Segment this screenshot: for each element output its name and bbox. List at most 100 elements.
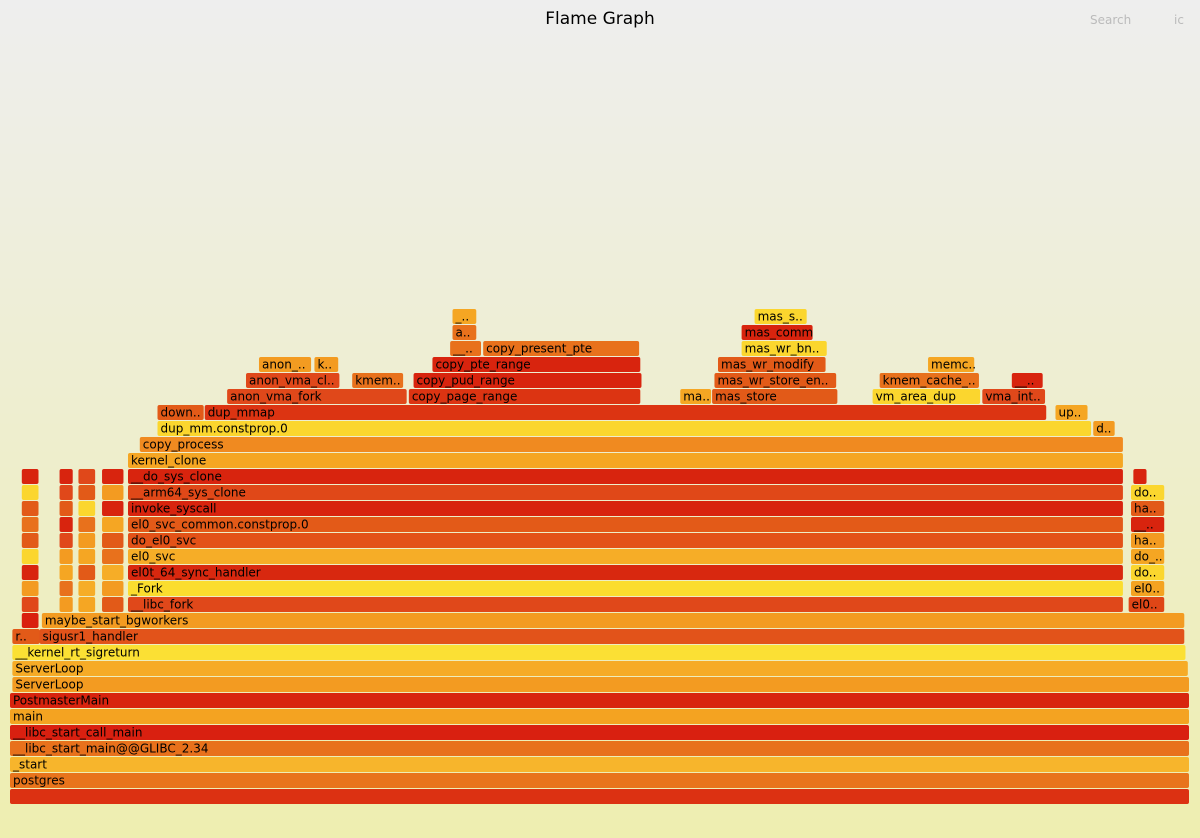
frame[interactable] bbox=[258, 357, 312, 372]
frame[interactable] bbox=[10, 773, 1189, 788]
frame[interactable] bbox=[413, 373, 642, 388]
frame[interactable] bbox=[128, 501, 1123, 516]
frame[interactable] bbox=[10, 693, 1189, 708]
frame[interactable] bbox=[128, 533, 1123, 548]
frame[interactable] bbox=[1131, 517, 1165, 532]
frame[interactable] bbox=[10, 709, 1189, 724]
frame[interactable] bbox=[1131, 501, 1165, 516]
frame[interactable] bbox=[78, 581, 96, 596]
frame[interactable] bbox=[128, 517, 1123, 532]
frame[interactable] bbox=[1055, 405, 1088, 420]
frame[interactable] bbox=[246, 373, 340, 388]
frame[interactable] bbox=[432, 357, 641, 372]
frame[interactable] bbox=[39, 629, 1185, 644]
frame[interactable] bbox=[102, 501, 124, 516]
frame[interactable] bbox=[314, 357, 339, 372]
frame[interactable] bbox=[102, 581, 124, 596]
frame[interactable] bbox=[12, 677, 1190, 692]
frame[interactable] bbox=[102, 597, 124, 612]
frame[interactable] bbox=[10, 725, 1189, 740]
frame[interactable] bbox=[718, 357, 826, 372]
frame[interactable] bbox=[928, 357, 975, 372]
frame[interactable] bbox=[59, 549, 73, 564]
frame[interactable] bbox=[157, 405, 204, 420]
frame[interactable] bbox=[102, 469, 124, 484]
frame[interactable] bbox=[59, 565, 73, 580]
frame[interactable] bbox=[128, 469, 1123, 484]
frame[interactable] bbox=[78, 517, 96, 532]
frame[interactable] bbox=[59, 485, 73, 500]
frame[interactable] bbox=[59, 501, 73, 516]
frame[interactable] bbox=[128, 565, 1123, 580]
frame[interactable] bbox=[1128, 597, 1165, 612]
frame[interactable] bbox=[78, 565, 96, 580]
frame[interactable] bbox=[452, 325, 477, 340]
frame[interactable] bbox=[21, 565, 39, 580]
frame[interactable] bbox=[872, 389, 981, 404]
frame[interactable] bbox=[1131, 549, 1165, 564]
frame[interactable] bbox=[59, 469, 73, 484]
frame[interactable] bbox=[982, 389, 1046, 404]
frame[interactable] bbox=[10, 757, 1189, 772]
frame[interactable] bbox=[741, 325, 813, 340]
frame[interactable] bbox=[408, 389, 641, 404]
frame[interactable] bbox=[139, 437, 1123, 452]
frame[interactable] bbox=[102, 517, 124, 532]
frame[interactable] bbox=[128, 485, 1123, 500]
frame[interactable] bbox=[21, 469, 39, 484]
frame[interactable] bbox=[714, 373, 837, 388]
frame[interactable] bbox=[21, 501, 39, 516]
frame[interactable] bbox=[680, 389, 712, 404]
frame[interactable] bbox=[1131, 485, 1165, 500]
frame[interactable] bbox=[128, 597, 1123, 612]
frame[interactable] bbox=[741, 341, 827, 356]
frame[interactable] bbox=[21, 517, 39, 532]
frame[interactable] bbox=[78, 485, 96, 500]
frame[interactable] bbox=[1133, 469, 1147, 484]
frame[interactable] bbox=[1011, 373, 1043, 388]
frame[interactable] bbox=[128, 453, 1123, 468]
frame[interactable] bbox=[10, 789, 1189, 804]
frame[interactable] bbox=[204, 405, 1047, 420]
frame[interactable] bbox=[78, 597, 96, 612]
frame[interactable] bbox=[450, 341, 481, 356]
frame[interactable] bbox=[21, 613, 39, 628]
frame[interactable] bbox=[227, 389, 407, 404]
frame[interactable] bbox=[1093, 421, 1115, 436]
frame[interactable] bbox=[1131, 533, 1165, 548]
frame[interactable] bbox=[452, 309, 477, 324]
frame[interactable] bbox=[102, 549, 124, 564]
frame[interactable] bbox=[10, 741, 1189, 756]
frame[interactable] bbox=[78, 533, 96, 548]
frame[interactable] bbox=[102, 565, 124, 580]
frame[interactable] bbox=[59, 517, 73, 532]
frame[interactable] bbox=[128, 549, 1123, 564]
ignore-case-button[interactable]: ic bbox=[1174, 13, 1184, 27]
frame[interactable] bbox=[712, 389, 838, 404]
search-button[interactable]: Search bbox=[1090, 13, 1131, 27]
frame[interactable] bbox=[21, 485, 39, 500]
frame[interactable] bbox=[21, 549, 39, 564]
frame[interactable] bbox=[352, 373, 404, 388]
frame[interactable] bbox=[78, 469, 96, 484]
frame[interactable] bbox=[41, 613, 1185, 628]
frame[interactable] bbox=[59, 597, 73, 612]
frame[interactable] bbox=[879, 373, 979, 388]
frame[interactable] bbox=[1131, 565, 1165, 580]
frame[interactable] bbox=[21, 581, 39, 596]
frame[interactable] bbox=[102, 485, 124, 500]
frame[interactable] bbox=[754, 309, 807, 324]
frame[interactable] bbox=[78, 501, 96, 516]
frame[interactable] bbox=[128, 581, 1123, 596]
frame[interactable] bbox=[12, 661, 1188, 676]
frame[interactable] bbox=[21, 533, 39, 548]
frame[interactable] bbox=[12, 645, 1186, 660]
frame[interactable] bbox=[157, 421, 1092, 436]
frame[interactable] bbox=[78, 549, 96, 564]
frame[interactable] bbox=[12, 629, 40, 644]
frame[interactable] bbox=[59, 533, 73, 548]
frame[interactable] bbox=[102, 533, 124, 548]
frame[interactable] bbox=[483, 341, 640, 356]
frame[interactable] bbox=[59, 581, 73, 596]
frame[interactable] bbox=[1131, 581, 1165, 596]
